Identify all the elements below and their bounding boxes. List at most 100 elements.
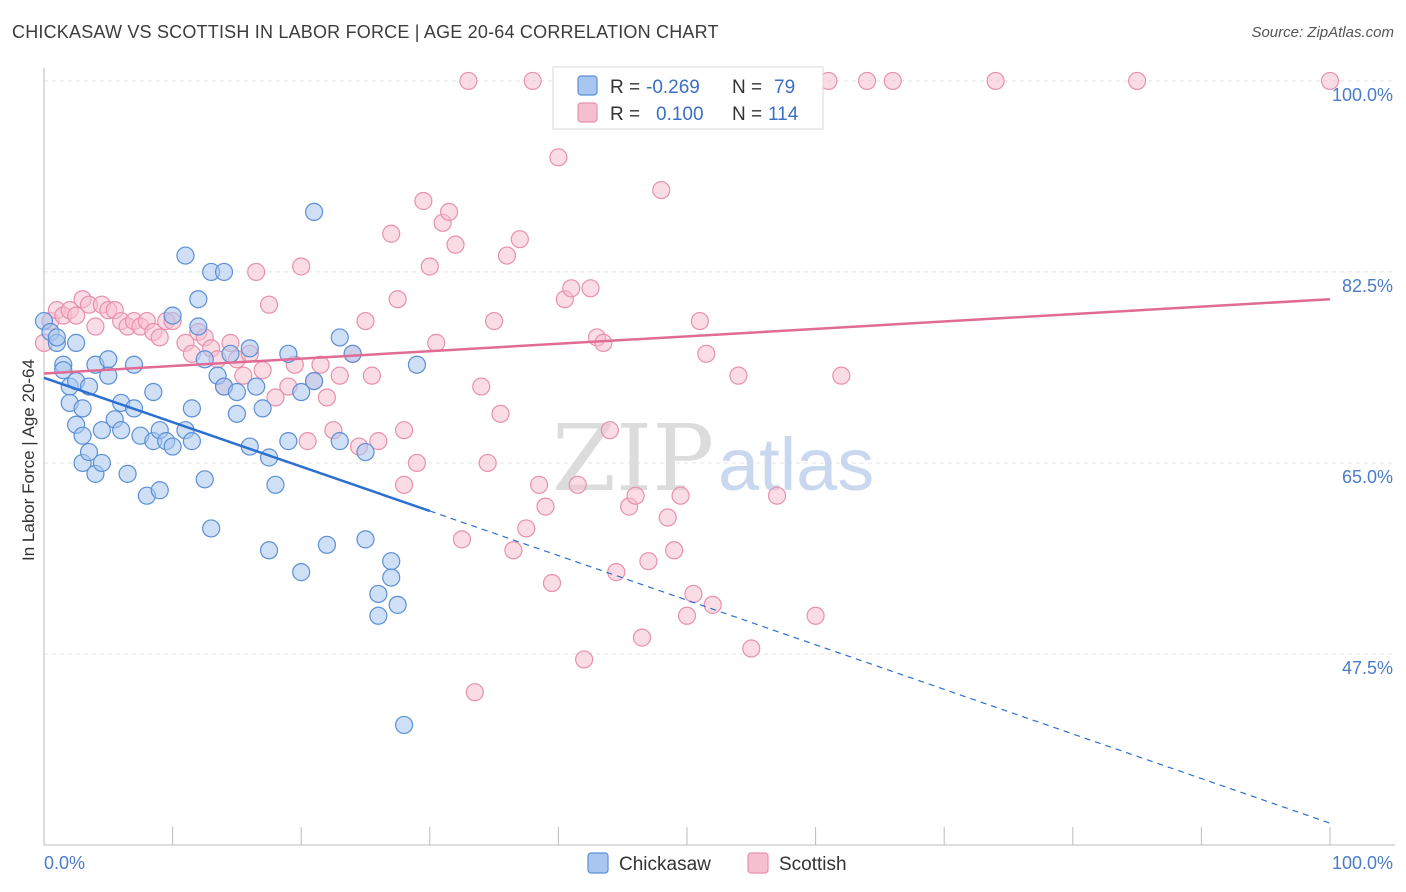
chickasaw-point [144, 382, 163, 402]
scottish-n-label: N = [732, 104, 762, 125]
scottish-r-label: R = [610, 104, 640, 125]
scottish-point [658, 508, 677, 527]
scottish-point [767, 486, 787, 505]
scottish-point [986, 71, 1005, 91]
chickasaw-point [195, 470, 214, 489]
scottish-point [497, 246, 517, 265]
chickasaw-points [34, 202, 427, 735]
scottish-point [600, 421, 619, 440]
chickasaw-point [92, 453, 111, 473]
scottish-point [568, 475, 587, 494]
scottish-point [330, 366, 349, 385]
scottish-point [542, 573, 562, 593]
y-tick-labels: 47.5% 65.0% 82.5% 100.0% [1332, 85, 1393, 678]
scottish-point [298, 432, 317, 451]
scottish-point [485, 311, 504, 331]
chickasaw-point [73, 399, 92, 418]
scottish-n-value: 114 [768, 104, 799, 125]
chickasaw-point [247, 377, 266, 396]
scottish-point [806, 606, 825, 625]
axes [43, 68, 1395, 846]
scottish-point [1320, 71, 1340, 91]
chickasaw-point [240, 339, 259, 358]
scottish-point [292, 257, 311, 276]
scottish-point [259, 295, 279, 314]
x-tick-label-max: 100.0% [1332, 853, 1393, 873]
scottish-point [703, 595, 722, 614]
scottish-point [388, 290, 407, 309]
chickasaw-point [227, 382, 246, 402]
chickasaw-point [124, 355, 144, 374]
watermark: ZIP atlas [552, 405, 874, 512]
chickasaw-point [266, 475, 285, 494]
chickasaw-point [407, 355, 427, 374]
scottish-point [517, 519, 536, 538]
scottish-point [1127, 71, 1147, 91]
scottish-point [420, 257, 439, 276]
chickasaw-point [253, 399, 272, 418]
chickasaw-point [92, 421, 111, 440]
stats-legend: R = -0.269 N = 79 R = 0.100 N = 114 [552, 66, 824, 130]
chickasaw-point [54, 361, 73, 380]
scottish-series-swatch [747, 852, 769, 874]
scottish-point [626, 486, 645, 505]
scottish-point [523, 71, 542, 91]
y-tick-label: 82.5% [1342, 276, 1393, 296]
scottish-point [697, 344, 716, 363]
scottish-point [549, 148, 568, 167]
chickasaw-point [99, 350, 118, 369]
scottish-point [504, 541, 523, 560]
stats-legend-box [552, 66, 824, 130]
chart-title: CHICKASAW VS SCOTTISH IN LABOR FORCE | A… [12, 22, 719, 42]
scottish-point [311, 355, 330, 374]
chickasaw-series-swatch [587, 852, 609, 874]
chickasaw-point [292, 382, 311, 402]
trend-lines [43, 297, 1331, 824]
scottish-point [427, 333, 446, 352]
y-tick-label: 65.0% [1342, 467, 1393, 487]
scottish-point [665, 541, 684, 560]
y-axis-label: In Labor Force | Age 20-64 [19, 359, 38, 561]
chickasaw-point [163, 437, 182, 456]
scottish-point [266, 388, 285, 407]
scottish-point [883, 71, 902, 91]
scottish-point [729, 366, 748, 385]
chickasaw-point [47, 328, 66, 347]
chickasaw-point [394, 715, 414, 735]
scottish-point [832, 366, 851, 385]
scottish-point [382, 224, 401, 243]
watermark-atlas: atlas [718, 423, 874, 506]
scottish-point [575, 650, 594, 669]
y-tick-label: 100.0% [1332, 85, 1393, 105]
scottish-point [414, 191, 433, 211]
scottish-point [317, 388, 337, 407]
scottish-series-label: Scottish [779, 854, 847, 875]
chickasaw-trend-extension [429, 510, 1331, 824]
scottish-point [530, 475, 549, 494]
chickasaw-point [150, 481, 169, 500]
chickasaw-point [99, 366, 118, 385]
chickasaw-point [176, 246, 195, 265]
scottish-point [67, 306, 86, 325]
scottish-point [478, 453, 497, 473]
chickasaw-n-label: N = [732, 77, 762, 98]
scottish-legend-swatch [577, 102, 598, 123]
scottish-point [510, 230, 529, 249]
chickasaw-point [382, 568, 401, 587]
chickasaw-point [73, 426, 92, 445]
scottish-point [439, 202, 459, 222]
scottish-point [446, 235, 465, 254]
scottish-point [394, 475, 414, 494]
chickasaw-point [304, 202, 324, 222]
chickasaw-point [304, 371, 324, 391]
scottish-point [857, 71, 877, 91]
scottish-point [684, 584, 703, 604]
scottish-point [632, 628, 652, 647]
chickasaw-point [202, 519, 221, 538]
scottish-point [491, 404, 510, 423]
chickasaw-point [343, 344, 362, 363]
chickasaw-point [369, 606, 388, 625]
chickasaw-point [227, 404, 246, 423]
scottish-point [677, 606, 697, 625]
